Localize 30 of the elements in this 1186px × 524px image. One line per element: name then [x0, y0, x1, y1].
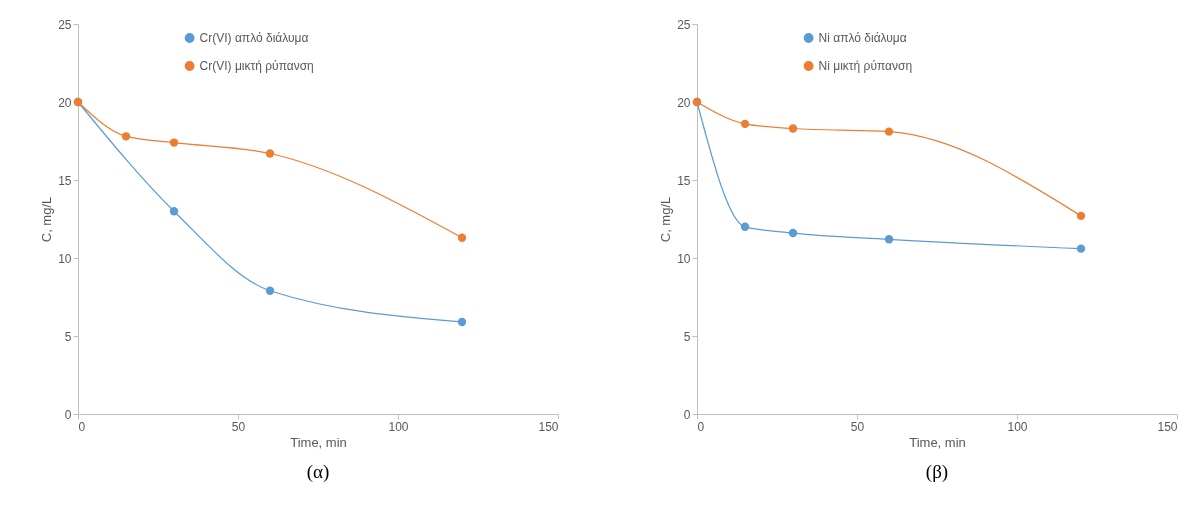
y-axis-title: C, mg/L [39, 196, 55, 243]
y-axis-title: C, mg/L [658, 196, 674, 243]
x-tick-label: 150 [538, 419, 559, 434]
x-tick-label: 0 [697, 419, 705, 434]
y-tick-label: 15 [677, 173, 691, 188]
y-tick-label: 15 [58, 173, 72, 188]
legend-label: Ni απλό διάλυμα [818, 31, 907, 45]
x-tick-label: 150 [1157, 419, 1178, 434]
legend-label: Cr(VI) μικτή ρύπανση [199, 59, 314, 73]
x-axis-title: Time, min [290, 434, 347, 450]
x-tick-label: 100 [1007, 419, 1028, 434]
y-tick-label: 0 [683, 407, 691, 422]
x-tick-label: 100 [388, 419, 409, 434]
y-tick-label: 25 [677, 17, 691, 32]
x-axis-title: Time, min [909, 434, 966, 450]
text: (α) [306, 461, 330, 483]
text: (β) [925, 461, 949, 483]
y-tick-label: 10 [58, 251, 72, 266]
y-tick-label: 20 [58, 95, 72, 110]
legend-label: Cr(VI) απλό διάλυμα [199, 31, 309, 45]
y-tick-label: 5 [64, 329, 72, 344]
x-tick-label: 0 [78, 419, 86, 434]
y-tick-label: 25 [58, 17, 72, 32]
x-tick-label: 50 [231, 419, 246, 434]
legend-label: Ni μικτή ρύπανση [818, 59, 913, 73]
y-tick-label: 5 [683, 329, 691, 344]
y-tick-label: 0 [64, 407, 72, 422]
x-tick-label: 50 [850, 419, 865, 434]
y-tick-label: 10 [677, 251, 691, 266]
y-tick-label: 20 [677, 95, 691, 110]
